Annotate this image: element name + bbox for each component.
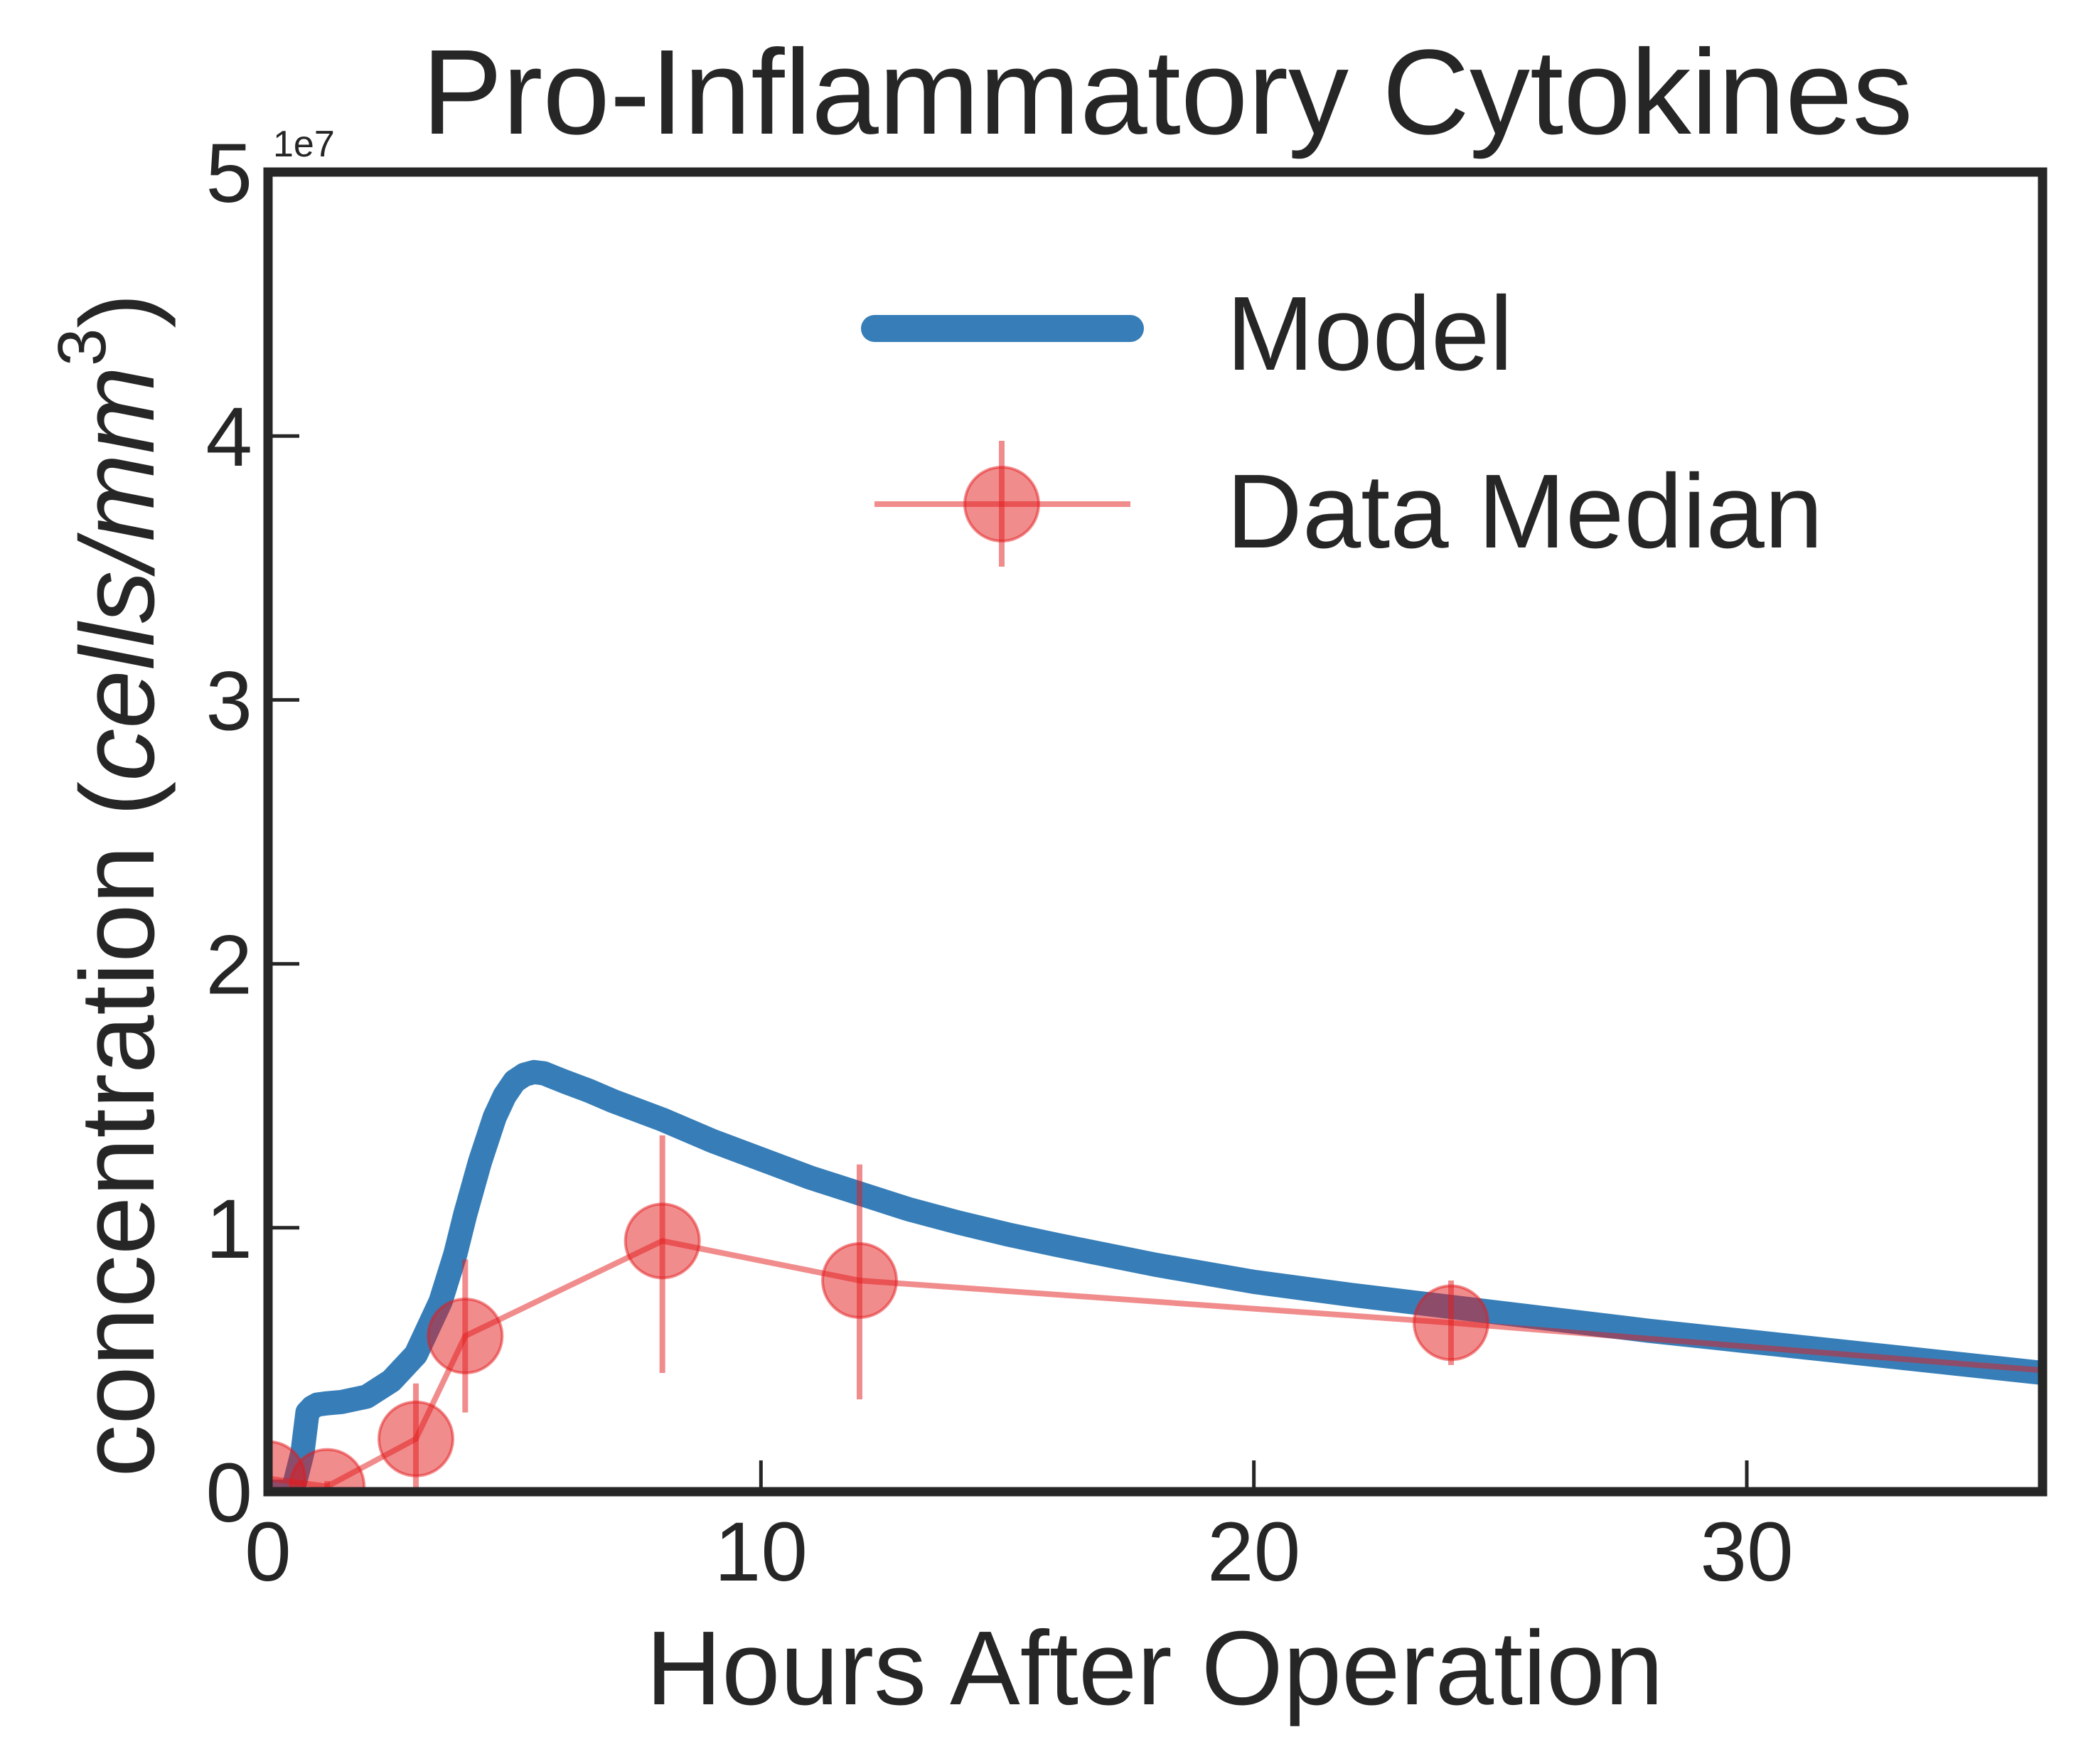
y-tick-label: 3 bbox=[205, 654, 252, 748]
data-median-line bbox=[268, 1238, 2043, 1490]
y-axis-label-suffix: ) bbox=[59, 293, 176, 328]
legend-model-label: Model bbox=[1226, 275, 1513, 392]
x-tick-label: 0 bbox=[245, 1505, 291, 1599]
legend-data-label: Data Median bbox=[1226, 453, 1823, 570]
legend: Model Data Median bbox=[861, 275, 1823, 570]
y-axis-label-unit: cells/mm bbox=[59, 366, 176, 781]
data-median-point bbox=[378, 1400, 454, 1477]
ticks-layer: 0 10 20 30 0 1 2 3 4 5 bbox=[205, 127, 1793, 1599]
data-median-point bbox=[821, 1242, 898, 1320]
data-median-point bbox=[623, 1202, 701, 1280]
model-line bbox=[268, 1059, 2043, 1492]
data-median-point bbox=[289, 1448, 366, 1492]
x-tick-label: 30 bbox=[1700, 1505, 1793, 1599]
y-tick-label: 5 bbox=[205, 127, 252, 220]
y-offset-label: 1e7 bbox=[273, 124, 335, 165]
y-tick-label: 2 bbox=[205, 919, 252, 1012]
x-tick-label: 20 bbox=[1207, 1505, 1300, 1599]
y-axis-label-exponent: 3 bbox=[44, 328, 120, 366]
y-axis-label-prefix: concentration ( bbox=[59, 781, 176, 1477]
chart-title: Pro-Inflammatory Cytokines bbox=[422, 25, 1912, 160]
legend-data-marker bbox=[963, 466, 1040, 542]
y-tick-label: 0 bbox=[205, 1446, 252, 1540]
data-median-point bbox=[427, 1297, 504, 1374]
y-tick-label: 1 bbox=[205, 1182, 252, 1276]
x-axis-label: Hours After Operation bbox=[646, 1610, 1663, 1727]
data-median-point bbox=[1413, 1284, 1489, 1362]
plot-frame bbox=[263, 167, 2048, 1497]
y-axis-label: concentration (cells/mm3) bbox=[44, 293, 176, 1477]
x-tick-label: 10 bbox=[715, 1505, 808, 1599]
series-layer bbox=[268, 1059, 2043, 1492]
y-tick-label: 4 bbox=[205, 390, 252, 484]
